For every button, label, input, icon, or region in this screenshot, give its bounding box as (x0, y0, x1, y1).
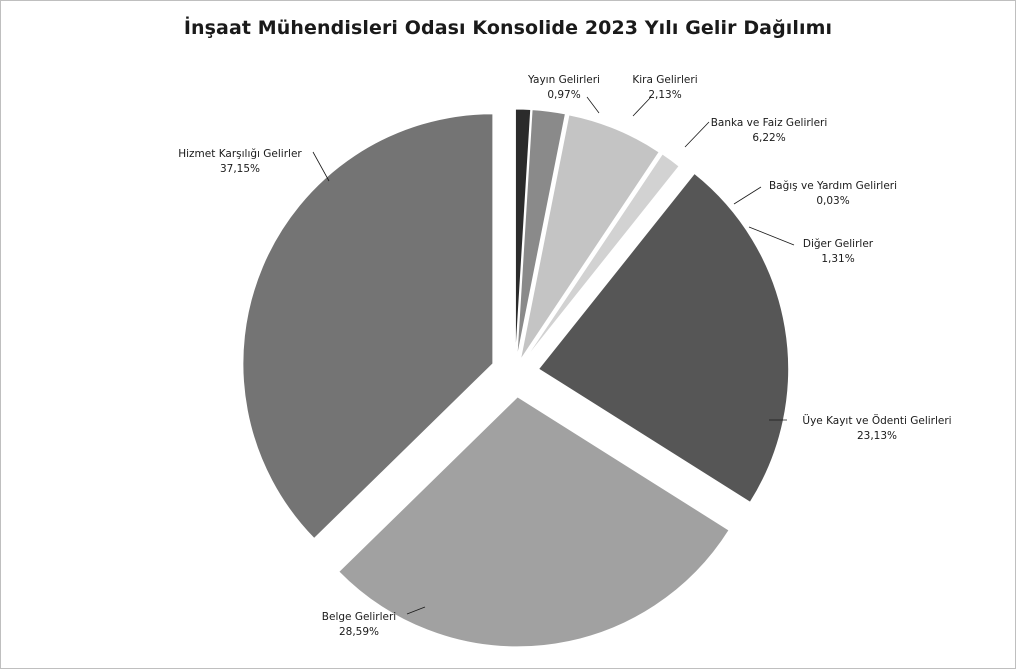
pie-slice (522, 152, 663, 362)
slice-value-label: 37,15% (220, 163, 260, 175)
leader-line (748, 226, 795, 246)
slice-value-label: 0,97% (547, 89, 580, 101)
pie-slice (242, 113, 494, 540)
pie-slice (338, 396, 730, 648)
leader-line (632, 96, 652, 117)
slice-label: Hizmet Karşılığı Gelirler (178, 148, 302, 160)
slice-value-label: 23,13% (857, 430, 897, 442)
slice-value-label: 2,13% (648, 89, 681, 101)
pie-slice (516, 109, 566, 360)
slice-value-label: 6,22% (752, 132, 785, 144)
leader-line (684, 121, 710, 148)
slice-label: Bağış ve Yardım Gelirleri (769, 180, 897, 192)
pie-slice (522, 153, 680, 363)
slice-value-label: 28,59% (339, 626, 379, 638)
pie-slice (514, 108, 532, 360)
slice-label: Yayın Gelirleri (527, 74, 600, 86)
pie-slice (519, 114, 660, 361)
slice-label: Diğer Gelirler (803, 238, 874, 250)
leader-line (312, 151, 330, 182)
slice-label: Üye Kayıt ve Ödenti Gelirleri (802, 414, 951, 427)
slice-label: Banka ve Faiz Gelirleri (711, 117, 828, 129)
leader-line (586, 96, 600, 114)
slice-label: Kira Gelirleri (632, 74, 697, 86)
leader-line (733, 186, 762, 205)
chart-title: İnşaat Mühendisleri Odası Konsolide 2023… (183, 17, 833, 39)
slice-value-label: 1,31% (821, 253, 854, 265)
slice-value-label: 0,03% (816, 195, 849, 207)
slice-label: Belge Gelirleri (322, 611, 396, 623)
pie-slice (537, 172, 790, 503)
leader-line (406, 606, 426, 615)
